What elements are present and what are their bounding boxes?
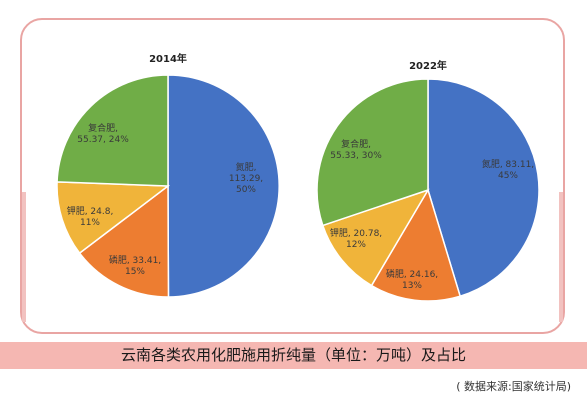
pie-label-nitrogen-2022: 氮肥, 83.11, 45% [482,158,534,181]
pie-slice-potash-2022 [321,188,430,287]
pie-label-compound-2014: 复合肥, 55.37, 24% [77,122,129,145]
pie-slice-phosphate-2022 [370,188,462,302]
pie-label-phosphate-2014: 磷肥, 33.41, 15% [109,254,161,277]
pie-label-potash-2014: 钾肥, 24.8, 11% [67,205,114,228]
pie-label-phosphate-2022: 磷肥, 24.16, 13% [386,268,438,291]
pie-title-2022: 2022年 [409,59,447,72]
figure-caption: 云南各类农用化肥施用折纯量（单位：万吨）及占比 [120,346,466,364]
pie-label-potash-2022: 钾肥, 20.78, 12% [330,227,382,250]
pie-slice-phosphate-2014 [78,184,170,298]
frame-accent-right [559,192,563,322]
pie-slice-compound-2022 [316,78,429,227]
pie-slice-compound-2014 [56,74,169,187]
pie-slice-nitrogen-2022 [427,78,540,298]
data-source: ( 数据来源:国家统计局) [456,380,571,393]
frame-accent-left [22,192,26,322]
pie-title-2014: 2014年 [149,52,187,65]
pie-slice-potash-2014 [56,181,171,255]
caption-bar [0,342,587,369]
pie-label-compound-2022: 复合肥, 55.33, 30% [330,138,382,161]
pie-slice-nitrogen-2014 [167,74,280,298]
pie-label-nitrogen-2014: 氮肥, 113.29, 50% [229,161,263,195]
